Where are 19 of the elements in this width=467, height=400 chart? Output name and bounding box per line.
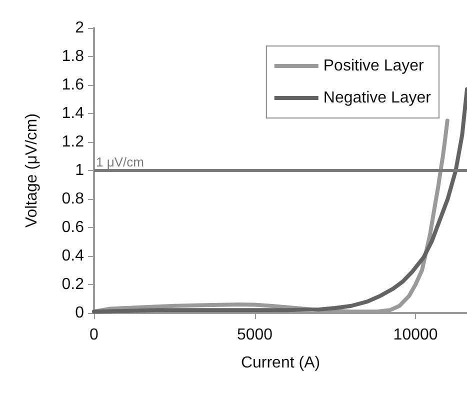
- legend-label: Positive Layer: [323, 58, 425, 74]
- y-tick-label: 0.4: [62, 248, 84, 264]
- y-tick-label: 0.8: [62, 190, 84, 208]
- y-tick-label: 0.6: [62, 219, 84, 236]
- y-tick-label: 2: [75, 20, 84, 36]
- y-tick-label: 1: [75, 162, 84, 179]
- ref-line-label: 1 μV/cm: [96, 154, 144, 170]
- y-tick-label: 1.6: [62, 76, 84, 94]
- y-tick-label: 1.4: [62, 105, 84, 122]
- y-tick-label: 0: [75, 304, 84, 322]
- x-tick-label: 5000: [236, 326, 273, 344]
- x-tick-label: 0: [90, 326, 99, 344]
- y-axis-title: Voltage (μV/cm): [24, 113, 40, 228]
- y-tick-label: 1.2: [62, 134, 84, 150]
- x-tick-label: 10000: [393, 326, 438, 344]
- x-axis-title: Current (A): [240, 354, 320, 372]
- legend-label: Negative Layer: [323, 90, 432, 106]
- y-tick-label: 0.2: [62, 276, 84, 293]
- y-tick-label: 1.8: [62, 48, 84, 65]
